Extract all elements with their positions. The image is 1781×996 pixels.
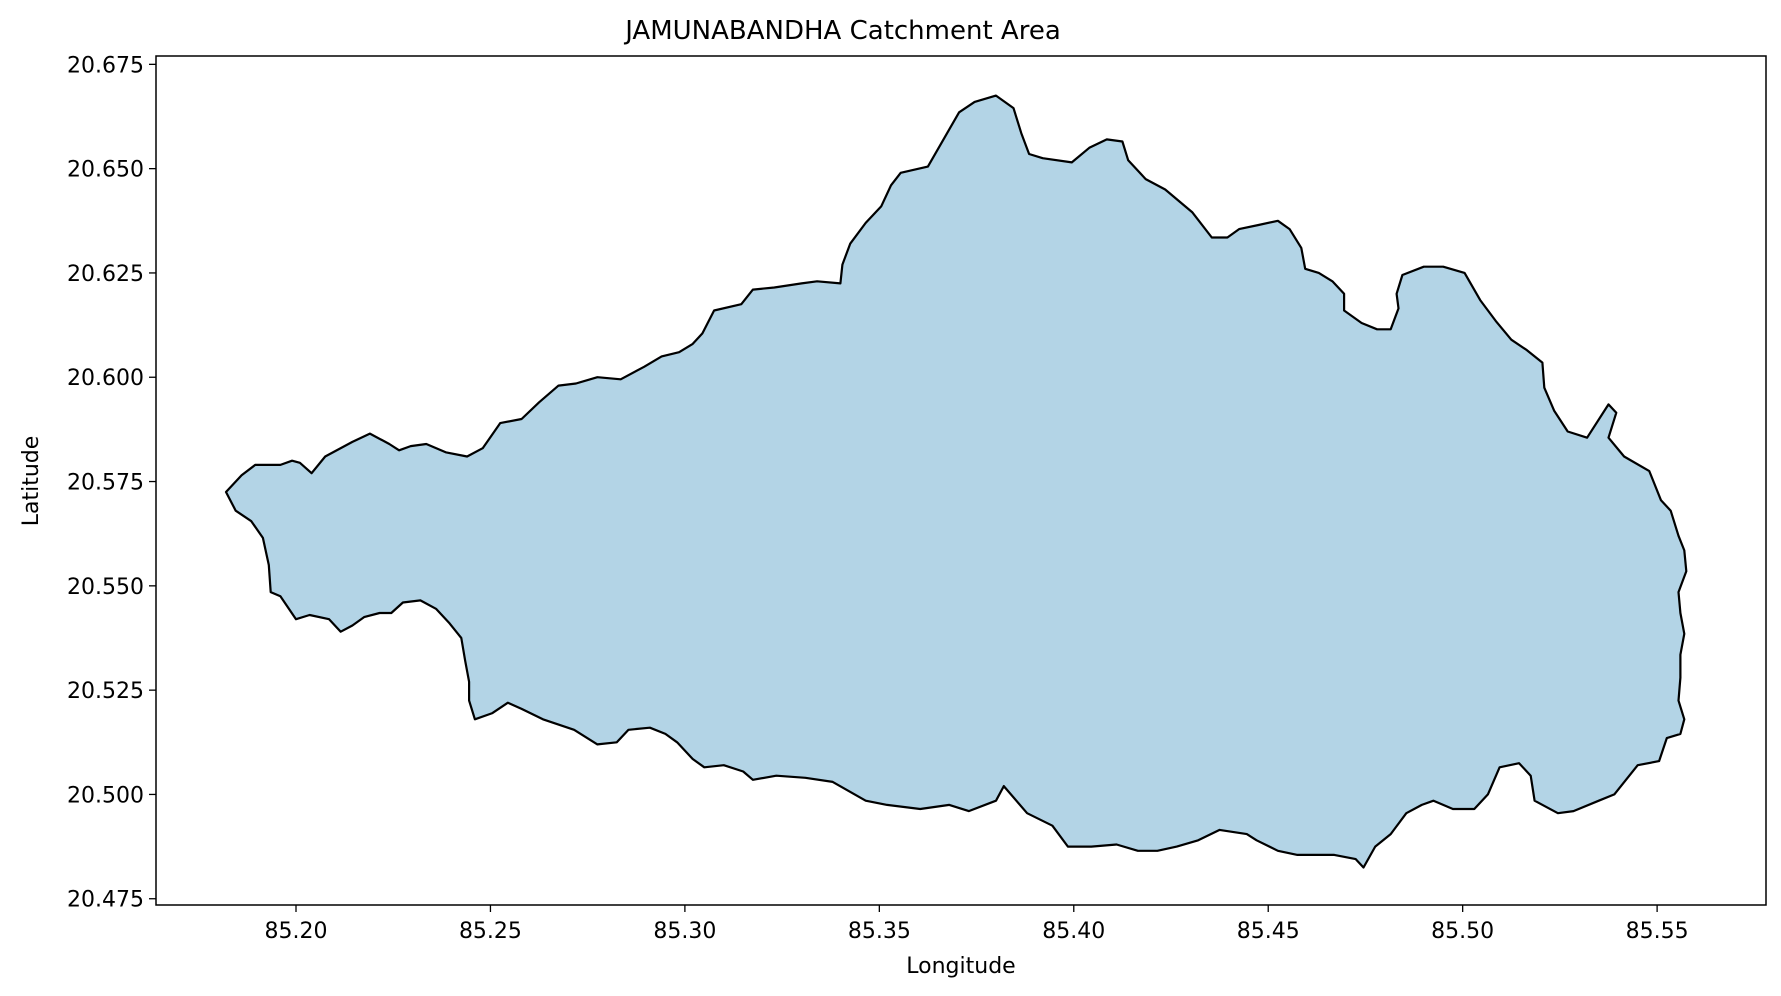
y-tick-label: 20.575 [67, 471, 144, 496]
chart-title: JAMUNABANDHA Catchment Area [623, 16, 1061, 46]
y-tick-label: 20.600 [67, 366, 144, 391]
x-tick-label: 85.45 [1237, 919, 1300, 944]
plot-frame [155, 55, 1767, 906]
y-tick-label: 20.675 [67, 53, 144, 78]
y-tick-label: 20.625 [67, 262, 144, 287]
x-axis-label: Longitude [906, 954, 1015, 979]
y-tick-label: 20.550 [67, 575, 144, 600]
y-tick-label: 20.650 [67, 158, 144, 183]
y-axis-ticks: 20.475 20.500 20.525 20.550 20.575 20.600 20.6… [67, 53, 156, 913]
plot-area [224, 94, 1688, 869]
catchment-polygon [224, 94, 1688, 869]
y-tick-label: 20.500 [67, 783, 144, 808]
x-tick-label: 85.35 [848, 919, 911, 944]
x-tick-label: 85.55 [1626, 919, 1689, 944]
x-tick-label: 85.50 [1431, 919, 1494, 944]
y-tick-label: 20.525 [67, 679, 144, 704]
x-tick-label: 85.30 [653, 919, 716, 944]
y-axis-label: Latitude [19, 436, 44, 527]
y-tick-label: 20.475 [67, 888, 144, 913]
x-axis-ticks: 85.20 85.25 85.30 85.35 85.40 85.45 85.50 85.55 [265, 905, 1689, 944]
x-tick-label: 85.20 [265, 919, 328, 944]
x-tick-label: 85.40 [1042, 919, 1105, 944]
x-tick-label: 85.25 [459, 919, 522, 944]
